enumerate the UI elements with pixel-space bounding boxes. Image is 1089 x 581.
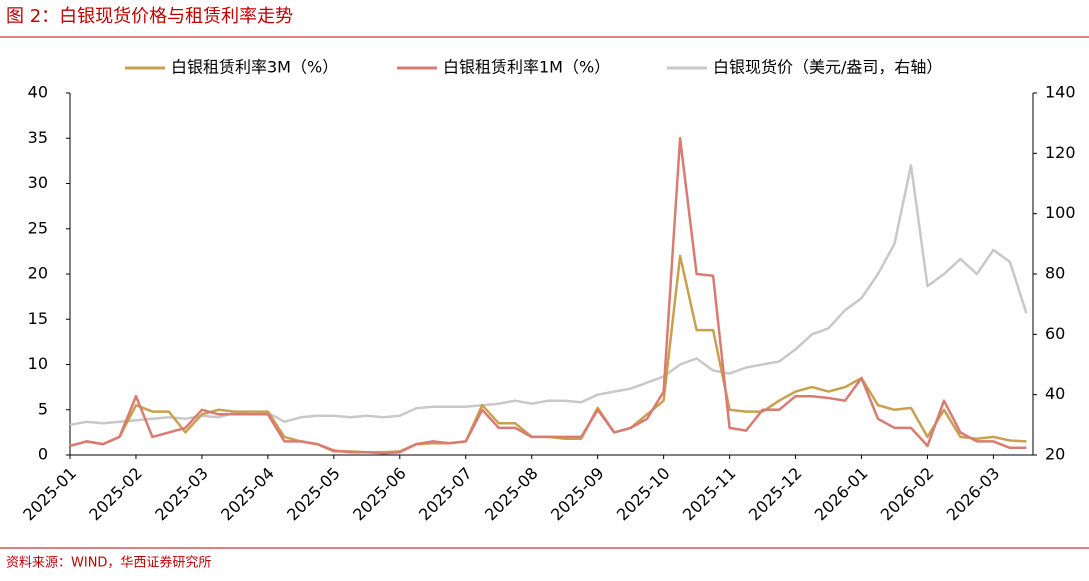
x-tick-label: 2025-08 [481, 464, 542, 525]
x-tick-label: 2025-03 [151, 464, 212, 525]
x-tick-label: 2025-06 [349, 464, 410, 525]
source-note: 资料来源：WIND，华西证券研究所 [6, 555, 211, 571]
x-tick-label: 2025-11 [679, 464, 740, 525]
y-tick-label: 20 [28, 264, 48, 283]
y-tick-label: 5 [38, 399, 48, 418]
y-tick-label: 10 [28, 354, 48, 373]
y2-tick-label: 20 [1045, 445, 1065, 464]
x-tick-label: 2026-01 [811, 464, 872, 525]
x-tick-label: 2025-07 [415, 464, 476, 525]
y2-tick-label: 140 [1045, 83, 1076, 102]
y2-tick-label: 60 [1045, 324, 1065, 343]
y2-tick-label: 40 [1045, 384, 1065, 403]
x-tick-label: 2025-12 [745, 464, 806, 525]
y-tick-label: 35 [28, 128, 48, 147]
series-line [69, 137, 1027, 455]
x-tick-label: 2026-03 [943, 464, 1004, 525]
y-tick-label: 0 [38, 445, 48, 464]
x-tick-label: 2025-04 [217, 464, 278, 525]
y2-tick-label: 120 [1045, 143, 1076, 162]
y-tick-label: 25 [28, 218, 48, 237]
x-tick-label: 2026-02 [877, 464, 938, 525]
legend-label: 白银现货价（美元/盎司，右轴） [713, 58, 942, 77]
y-tick-label: 40 [28, 83, 48, 102]
y-tick-label: 30 [28, 173, 48, 192]
x-tick-label: 2025-01 [19, 464, 80, 525]
x-tick-label: 2025-05 [283, 464, 344, 525]
y-tick-label: 15 [28, 309, 48, 328]
x-tick-label: 2025-10 [613, 464, 674, 525]
chart-title: 图 2：白银现货价格与租赁利率走势 [6, 6, 293, 27]
x-tick-label: 2025-02 [85, 464, 146, 525]
y2-tick-label: 100 [1045, 203, 1076, 222]
y2-tick-label: 80 [1045, 264, 1065, 283]
legend-label: 白银租赁利率3M（%） [171, 58, 338, 77]
series-line [69, 164, 1028, 427]
legend-label: 白银租赁利率1M（%） [443, 58, 610, 77]
x-tick-label: 2025-09 [547, 464, 608, 525]
